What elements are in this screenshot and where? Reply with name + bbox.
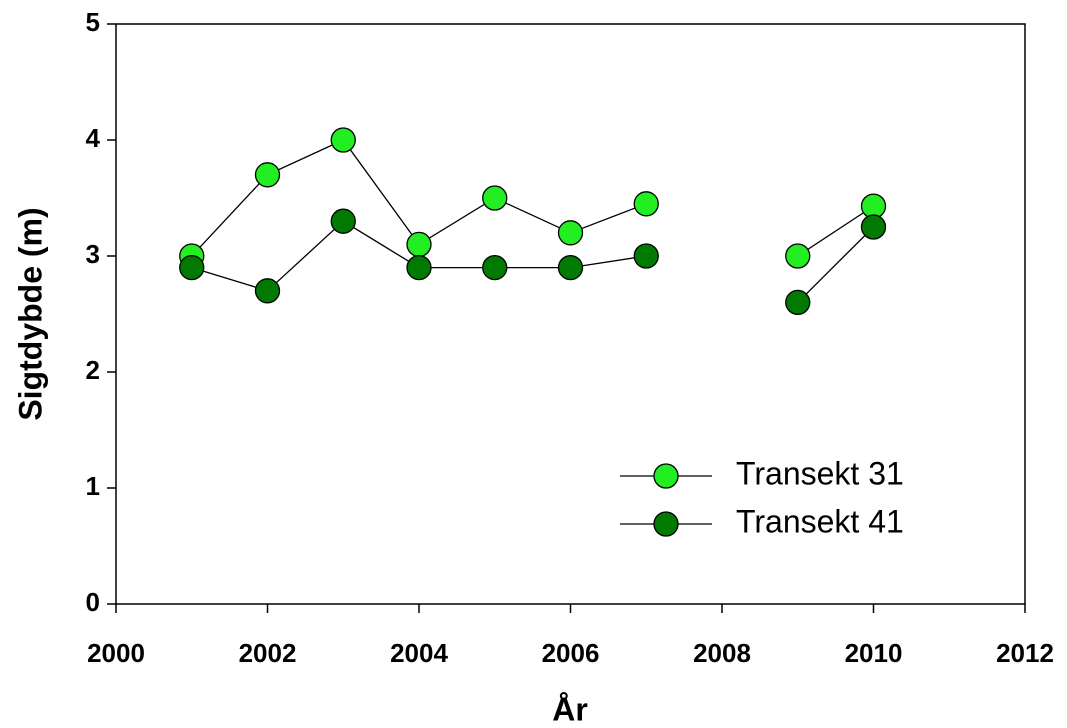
- y-tick-label: 1: [86, 471, 100, 501]
- data-point: [785, 243, 811, 269]
- data-point: [406, 231, 432, 258]
- legend-label: Transekt 31: [736, 455, 904, 491]
- data-point: [557, 254, 584, 281]
- data-point: [633, 243, 659, 269]
- series-line: [191, 220, 874, 303]
- data-point: [330, 127, 356, 153]
- x-tick-label: 2000: [87, 638, 145, 668]
- x-tick-label: 2010: [845, 638, 903, 668]
- y-tick-label: 5: [86, 7, 100, 37]
- legend-marker: [653, 463, 679, 489]
- y-tick-label: 2: [86, 355, 100, 385]
- x-tick-label: 2008: [693, 638, 751, 668]
- y-axis-title: Sigtdybde (m): [12, 207, 48, 420]
- x-tick-label: 2006: [542, 638, 600, 668]
- data-point: [557, 220, 584, 246]
- y-tick-label: 4: [86, 123, 101, 153]
- legend-marker: [653, 511, 679, 537]
- x-axis-title: År: [552, 691, 588, 727]
- y-tick-label: 3: [86, 239, 100, 269]
- x-tick-label: 2002: [239, 638, 297, 668]
- x-tick-label: 2004: [390, 638, 448, 668]
- data-point: [482, 185, 508, 211]
- y-tick-label: 0: [86, 587, 100, 617]
- x-tick-label: 2012: [996, 638, 1054, 668]
- legend-label: Transekt 41: [736, 503, 904, 539]
- data-point: [785, 289, 811, 316]
- data-point: [179, 254, 205, 281]
- data-point: [254, 162, 281, 188]
- data-point: [406, 254, 432, 281]
- data-point: [482, 254, 508, 281]
- data-point: [330, 208, 356, 234]
- data-point: [633, 191, 659, 217]
- series-line: [191, 139, 874, 257]
- data-point: [254, 278, 281, 304]
- data-point: [860, 214, 887, 240]
